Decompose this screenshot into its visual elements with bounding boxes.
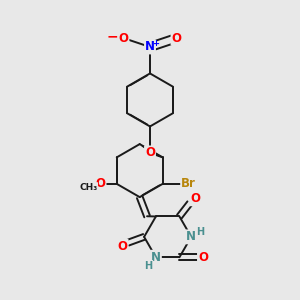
Text: O: O (198, 251, 208, 264)
Text: O: O (145, 146, 155, 159)
Text: O: O (118, 240, 128, 253)
Text: O: O (172, 32, 182, 45)
Text: H: H (196, 226, 205, 237)
Text: O: O (96, 177, 106, 190)
Text: N: N (186, 230, 196, 243)
Text: Br: Br (181, 177, 196, 190)
Text: H: H (145, 260, 153, 271)
Text: N: N (151, 251, 161, 264)
Text: CH₃: CH₃ (79, 183, 97, 192)
Text: −: − (106, 30, 118, 44)
Text: +: + (152, 39, 159, 48)
Text: O: O (190, 192, 200, 205)
Text: O: O (118, 32, 128, 45)
Text: N: N (145, 40, 155, 53)
